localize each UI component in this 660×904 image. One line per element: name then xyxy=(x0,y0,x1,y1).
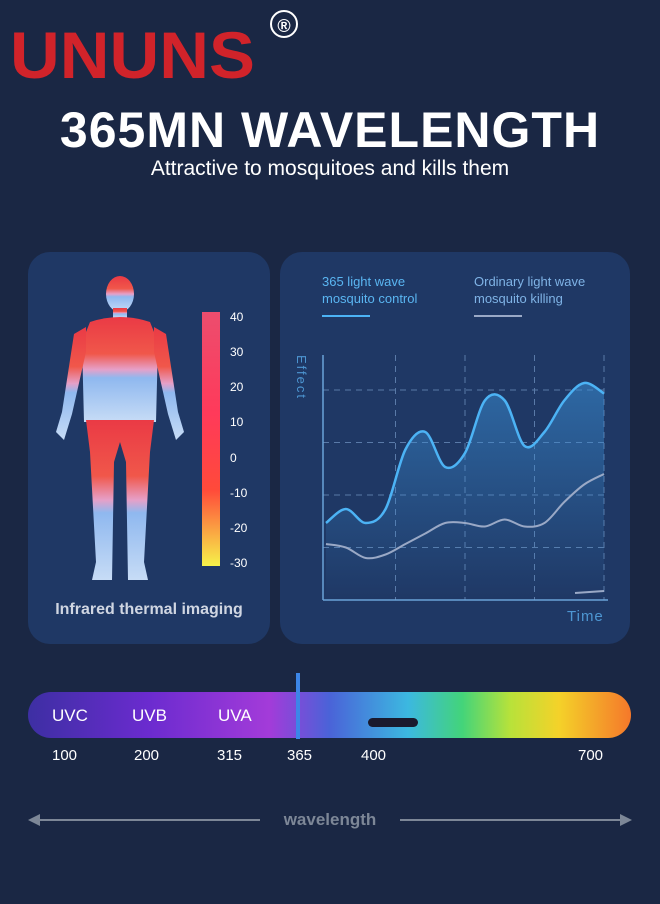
scale-tick: 40 xyxy=(230,310,244,324)
axis-end-tick xyxy=(574,590,605,594)
x-axis-label: Time xyxy=(567,608,604,625)
spectrum-mark xyxy=(368,718,418,727)
wavelength-tick: 400 xyxy=(361,747,387,764)
scale-tick: -10 xyxy=(230,486,248,500)
wavelength-tick: 365 xyxy=(287,747,313,764)
wavelength-axis-label: wavelength xyxy=(283,810,377,829)
365nm-marker xyxy=(296,673,300,739)
legend-label-line2: mosquito control xyxy=(322,291,418,306)
legend-item-365: 365 light wave mosquito control xyxy=(322,273,462,317)
scale-tick: 20 xyxy=(230,380,244,394)
page-subtitle: Attractive to mosquitoes and kills them xyxy=(150,157,510,180)
wavelength-spectrum-bar xyxy=(28,692,631,738)
thermal-caption: Infrared thermal imaging xyxy=(55,601,243,618)
brand-logo: UNUNS xyxy=(10,22,255,88)
series-line-ordinary xyxy=(325,473,605,560)
wavelength-tick: 100 xyxy=(52,747,78,764)
scale-tick: 0 xyxy=(230,451,237,465)
scale-tick: -30 xyxy=(230,556,248,570)
scale-tick: -20 xyxy=(230,521,248,535)
series-line-365 xyxy=(325,381,605,525)
page-title: 365MN WAVELENGTH xyxy=(59,102,601,158)
legend-swatch xyxy=(322,315,370,317)
legend-label-line2: mosquito killing xyxy=(474,291,563,306)
effect-time-chart xyxy=(322,355,608,601)
wavelength-axis-arrow xyxy=(28,814,632,826)
wavelength-tick: 700 xyxy=(578,747,604,764)
y-axis-label: Effect xyxy=(294,355,309,401)
band-label-uvc: UVC xyxy=(52,706,88,725)
band-label-uva: UVA xyxy=(218,706,252,725)
legend-label-line1: Ordinary light wave xyxy=(474,274,586,289)
band-label-uvb: UVB xyxy=(132,706,167,725)
wavelength-tick: 315 xyxy=(217,747,243,764)
scale-tick: 10 xyxy=(230,415,244,429)
series-area-365 xyxy=(326,382,604,600)
legend-swatch xyxy=(474,315,522,317)
legend-label-line1: 365 light wave xyxy=(322,274,406,289)
thermal-body-figure xyxy=(56,276,184,580)
registered-mark: ® xyxy=(270,10,298,38)
legend-item-ordinary: Ordinary light wave mosquito killing xyxy=(474,273,614,317)
wavelength-tick: 200 xyxy=(134,747,160,764)
scale-tick: 30 xyxy=(230,345,244,359)
thermal-scale-bar xyxy=(202,312,220,566)
logo-text: UNUNS xyxy=(10,22,255,88)
